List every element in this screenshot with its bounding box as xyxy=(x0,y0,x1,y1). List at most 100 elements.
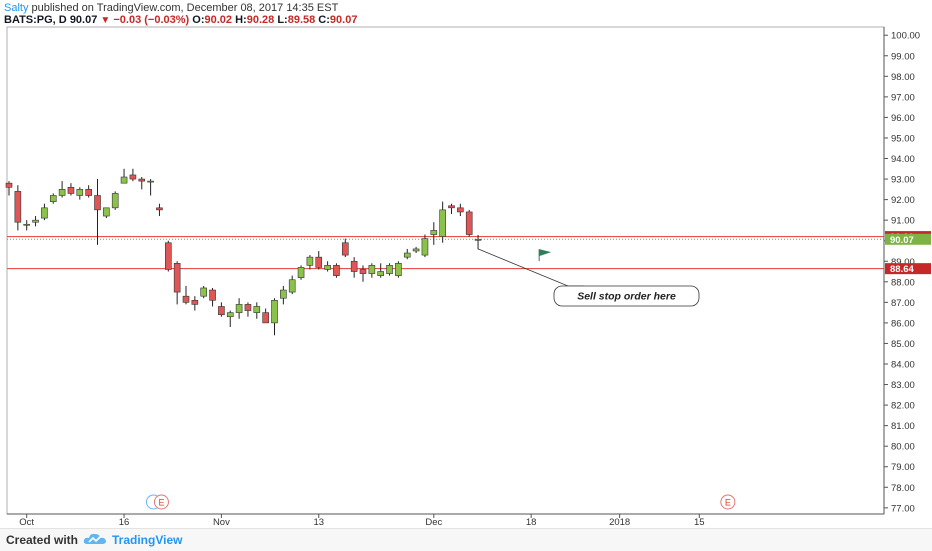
candle-body[interactable] xyxy=(23,223,31,226)
x-tick-label: 16 xyxy=(119,517,130,528)
candle-body[interactable] xyxy=(49,195,57,202)
symbol-ohlc-line: BATS:PG, D 90.07 ▼ −0.03 (−0.03%) O:90.0… xyxy=(4,14,357,27)
candle-body[interactable] xyxy=(209,289,216,301)
x-tick-label: 15 xyxy=(694,517,705,528)
open-value: 90.02 xyxy=(204,14,233,26)
earnings-marker-label: E xyxy=(725,498,731,508)
candle-body[interactable] xyxy=(262,312,269,324)
candle-body[interactable] xyxy=(341,242,349,256)
candle-body[interactable] xyxy=(403,252,411,258)
candle-body[interactable] xyxy=(235,304,243,313)
candle-body[interactable] xyxy=(430,230,438,235)
candle-body[interactable] xyxy=(306,256,314,266)
plot-frame xyxy=(6,26,885,515)
y-tick-label: 99.00 xyxy=(891,51,915,62)
level-price-label: 88.64 xyxy=(890,264,914,275)
candle-body[interactable] xyxy=(474,238,482,241)
low-value: 89.58 xyxy=(287,14,316,26)
candle-body[interactable] xyxy=(315,256,323,268)
author-link[interactable]: Salty xyxy=(4,2,29,14)
x-tick-label: Nov xyxy=(213,517,230,528)
y-tick-label: 93.00 xyxy=(891,175,915,186)
candle-body[interactable] xyxy=(103,207,110,217)
x-tick-label: 18 xyxy=(526,517,537,528)
candle-body[interactable] xyxy=(67,186,75,194)
candle-body[interactable] xyxy=(377,271,385,276)
change-text: −0.03 (−0.03%) xyxy=(113,14,190,26)
candle-body[interactable] xyxy=(173,263,181,293)
y-tick-label: 85.00 xyxy=(891,339,915,350)
last-price-tag xyxy=(885,233,931,245)
candle-body[interactable] xyxy=(191,299,199,305)
footer-bar: Created with TradingView xyxy=(0,528,932,551)
candle-body[interactable] xyxy=(368,265,376,274)
candle-body[interactable] xyxy=(288,279,296,293)
candle-body[interactable] xyxy=(111,193,119,209)
price-chart[interactable]: 100.00 99.00 98.00 97.00 96.00 95.00 94.00 93.0… xyxy=(0,0,932,528)
candle-body[interactable] xyxy=(5,182,13,188)
candle-body[interactable] xyxy=(271,299,278,324)
candle-body[interactable] xyxy=(244,304,252,311)
earnings-marker[interactable] xyxy=(720,494,736,510)
candle-body[interactable] xyxy=(333,265,340,276)
callout-text: Sell stop order here xyxy=(577,291,676,303)
flag-icon[interactable] xyxy=(539,249,552,257)
candle-body[interactable] xyxy=(182,295,190,303)
candle-body[interactable] xyxy=(120,176,128,184)
y-tick-label: 88.00 xyxy=(891,277,915,288)
tradingview-brand[interactable]: TradingView xyxy=(112,533,183,547)
y-tick-label: 91.00 xyxy=(891,216,915,227)
x-tick-label: 2018 xyxy=(609,517,630,528)
candle-body[interactable] xyxy=(297,267,305,278)
candle-body[interactable] xyxy=(32,219,39,223)
candle-body[interactable] xyxy=(359,269,367,274)
candle-body[interactable] xyxy=(138,178,146,182)
candle-body[interactable] xyxy=(156,207,163,211)
candle-body[interactable] xyxy=(386,265,393,274)
candle-body[interactable] xyxy=(412,248,420,252)
y-tick-label: 97.00 xyxy=(891,92,915,103)
candle-body[interactable] xyxy=(129,174,137,180)
published-text: published on TradingView.com, December 0… xyxy=(28,2,339,14)
candle-body[interactable] xyxy=(324,265,331,270)
candle-body[interactable] xyxy=(200,287,207,297)
candle-body[interactable] xyxy=(457,207,464,213)
open-label: O: xyxy=(192,14,205,26)
low-label: L: xyxy=(277,14,288,26)
y-tick-label: 96.00 xyxy=(891,113,915,124)
y-tick-label: 80.00 xyxy=(891,442,915,453)
candle-body[interactable] xyxy=(439,209,446,237)
candle-body[interactable] xyxy=(41,207,48,219)
candle-body[interactable] xyxy=(218,306,225,315)
earnings-marker-label: E xyxy=(158,498,164,508)
candle-body[interactable] xyxy=(253,306,261,313)
candle-body[interactable] xyxy=(350,260,358,272)
candle-body[interactable] xyxy=(165,242,172,270)
created-with-text: Created with xyxy=(6,533,79,547)
x-tick-label: Dec xyxy=(425,517,442,528)
publish-info: Salty published on TradingView.com, Dece… xyxy=(4,2,338,14)
candle-body[interactable] xyxy=(465,211,473,235)
candle-body[interactable] xyxy=(76,189,84,196)
candle-body[interactable] xyxy=(395,263,402,276)
candle-body[interactable] xyxy=(448,205,455,209)
candle-body[interactable] xyxy=(147,180,154,183)
candle-body[interactable] xyxy=(85,189,92,196)
candle-body[interactable] xyxy=(226,312,234,318)
earnings-marker[interactable] xyxy=(153,494,169,510)
y-tick-label: 84.00 xyxy=(891,359,915,370)
symbol-interval[interactable]: BATS:PG, D xyxy=(4,14,67,26)
y-tick-label: 100.00 xyxy=(891,31,920,42)
callout-box[interactable] xyxy=(553,285,700,307)
candle-body[interactable] xyxy=(58,189,66,196)
level-price-tag xyxy=(885,263,931,275)
y-tick-label: 78.00 xyxy=(891,483,915,494)
y-tick-label: 98.00 xyxy=(891,72,915,83)
y-tick-label: 89.00 xyxy=(891,257,915,268)
down-triangle-icon: ▼ xyxy=(100,15,111,26)
candle-body[interactable] xyxy=(280,289,287,299)
candle-body[interactable] xyxy=(94,195,101,211)
candle-body[interactable] xyxy=(421,238,429,256)
candle-body[interactable] xyxy=(14,191,22,223)
y-tick-label: 94.00 xyxy=(891,154,915,165)
